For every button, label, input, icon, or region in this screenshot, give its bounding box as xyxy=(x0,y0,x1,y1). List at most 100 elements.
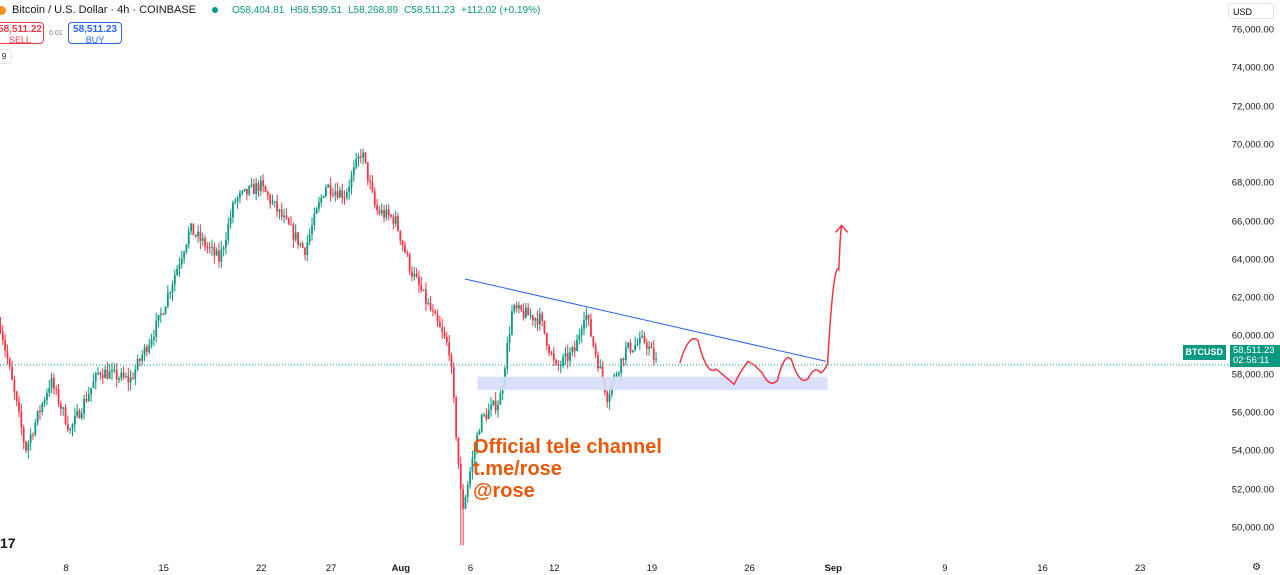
candle-body xyxy=(271,201,274,204)
candle-body xyxy=(638,337,641,344)
sell-button[interactable]: 58,511.22 SELL xyxy=(0,22,44,45)
candle-body xyxy=(404,245,406,253)
candle-body xyxy=(338,190,341,198)
candle-body xyxy=(8,358,11,367)
candle-body xyxy=(71,424,74,429)
candle-body xyxy=(399,230,402,241)
candle-body xyxy=(32,434,34,436)
candle-body xyxy=(552,353,555,361)
ohlc-low: L58,268.89 xyxy=(347,4,399,16)
buy-label: BUY xyxy=(85,35,105,45)
candle-body xyxy=(106,369,109,379)
candle-body xyxy=(415,273,418,277)
candle-body xyxy=(59,404,62,409)
settings-icon[interactable]: ⚙ xyxy=(1252,562,1261,573)
candle-body xyxy=(536,318,539,325)
candle-body xyxy=(441,327,444,332)
candle-body xyxy=(464,497,467,509)
candle-body xyxy=(587,314,590,320)
candle-body xyxy=(132,377,134,379)
candle-body xyxy=(325,187,327,197)
candle-body xyxy=(276,201,279,212)
candle-body xyxy=(166,293,169,307)
candle-body xyxy=(492,400,495,405)
buy-button[interactable]: 58,511.23 BUY xyxy=(68,22,122,45)
candle-body xyxy=(41,403,44,412)
candle-body xyxy=(357,156,360,160)
candle-body xyxy=(483,414,485,416)
candle-body xyxy=(257,183,260,191)
candle-body xyxy=(383,210,385,218)
candle-body xyxy=(629,342,632,352)
candle-body xyxy=(429,302,432,311)
candle-body xyxy=(101,374,104,378)
candle-body xyxy=(576,339,578,352)
candle-body xyxy=(413,273,416,277)
candle-body xyxy=(583,320,585,330)
candle-body xyxy=(601,366,604,380)
candle-body xyxy=(162,313,165,315)
candle-body xyxy=(169,292,172,294)
candle-body xyxy=(127,376,130,383)
candle-body xyxy=(225,239,227,248)
candle-body xyxy=(136,358,139,370)
candle-body xyxy=(97,372,99,374)
candle-body xyxy=(113,369,116,371)
candle-body xyxy=(434,311,437,315)
x-tick-label: 8 xyxy=(63,563,69,574)
x-tick-label: 9 xyxy=(942,563,948,574)
candle-body xyxy=(208,247,211,249)
candle-body xyxy=(573,347,576,352)
candle-body xyxy=(490,404,492,411)
candle-body xyxy=(438,321,441,328)
candle-body xyxy=(36,410,39,423)
candle-body xyxy=(636,343,639,345)
candle-body xyxy=(641,335,644,338)
candle-body xyxy=(541,313,544,321)
candle-body xyxy=(197,231,199,237)
candle-body xyxy=(566,353,569,361)
x-tick-label: 27 xyxy=(325,563,337,574)
candle-body xyxy=(146,346,148,352)
candle-body xyxy=(627,342,630,348)
tradingview-logo[interactable]: 17 xyxy=(0,535,16,551)
candle-body xyxy=(352,167,355,176)
candle-body xyxy=(25,441,27,451)
candle-body xyxy=(250,184,253,187)
candle-body xyxy=(20,411,23,428)
candle-body xyxy=(66,424,69,431)
candle-body xyxy=(80,413,83,419)
candle-body xyxy=(359,156,362,158)
y-tick-label: 72,000.00 xyxy=(1231,101,1274,113)
candle-body xyxy=(332,194,334,196)
candle-body xyxy=(280,209,283,218)
indicator-toggle[interactable]: 9 xyxy=(0,49,12,64)
candle-body xyxy=(397,216,399,231)
ohlc-high: H58,539.51 xyxy=(290,4,342,16)
candle-body xyxy=(390,215,392,217)
annotation-line: t.me/rose xyxy=(473,458,562,480)
y-tick-label: 60,000.00 xyxy=(1231,330,1274,342)
candle-body xyxy=(39,410,41,412)
candle-body xyxy=(53,378,55,389)
candle-body xyxy=(115,369,118,380)
candle-body xyxy=(176,268,179,276)
candle-body xyxy=(192,223,195,236)
candle-body xyxy=(90,388,93,395)
candle-body xyxy=(99,372,102,375)
candle-body xyxy=(513,305,516,312)
candle-body xyxy=(94,373,97,382)
candle-body xyxy=(343,197,346,199)
candle-body xyxy=(520,305,523,311)
candle-body xyxy=(118,378,120,380)
candle-body xyxy=(29,434,32,443)
candle-body xyxy=(538,313,541,325)
currency-select[interactable]: USD xyxy=(1228,3,1274,19)
candle-body xyxy=(152,336,155,340)
symbol-price-tag: BTCUSD xyxy=(1182,345,1226,360)
candle-body xyxy=(173,275,176,285)
symbol-title[interactable]: Bitcoin / U.S. Dollar · 4h · COINBASE xyxy=(12,4,196,16)
candle-body xyxy=(645,342,648,349)
candle-body xyxy=(445,336,448,343)
